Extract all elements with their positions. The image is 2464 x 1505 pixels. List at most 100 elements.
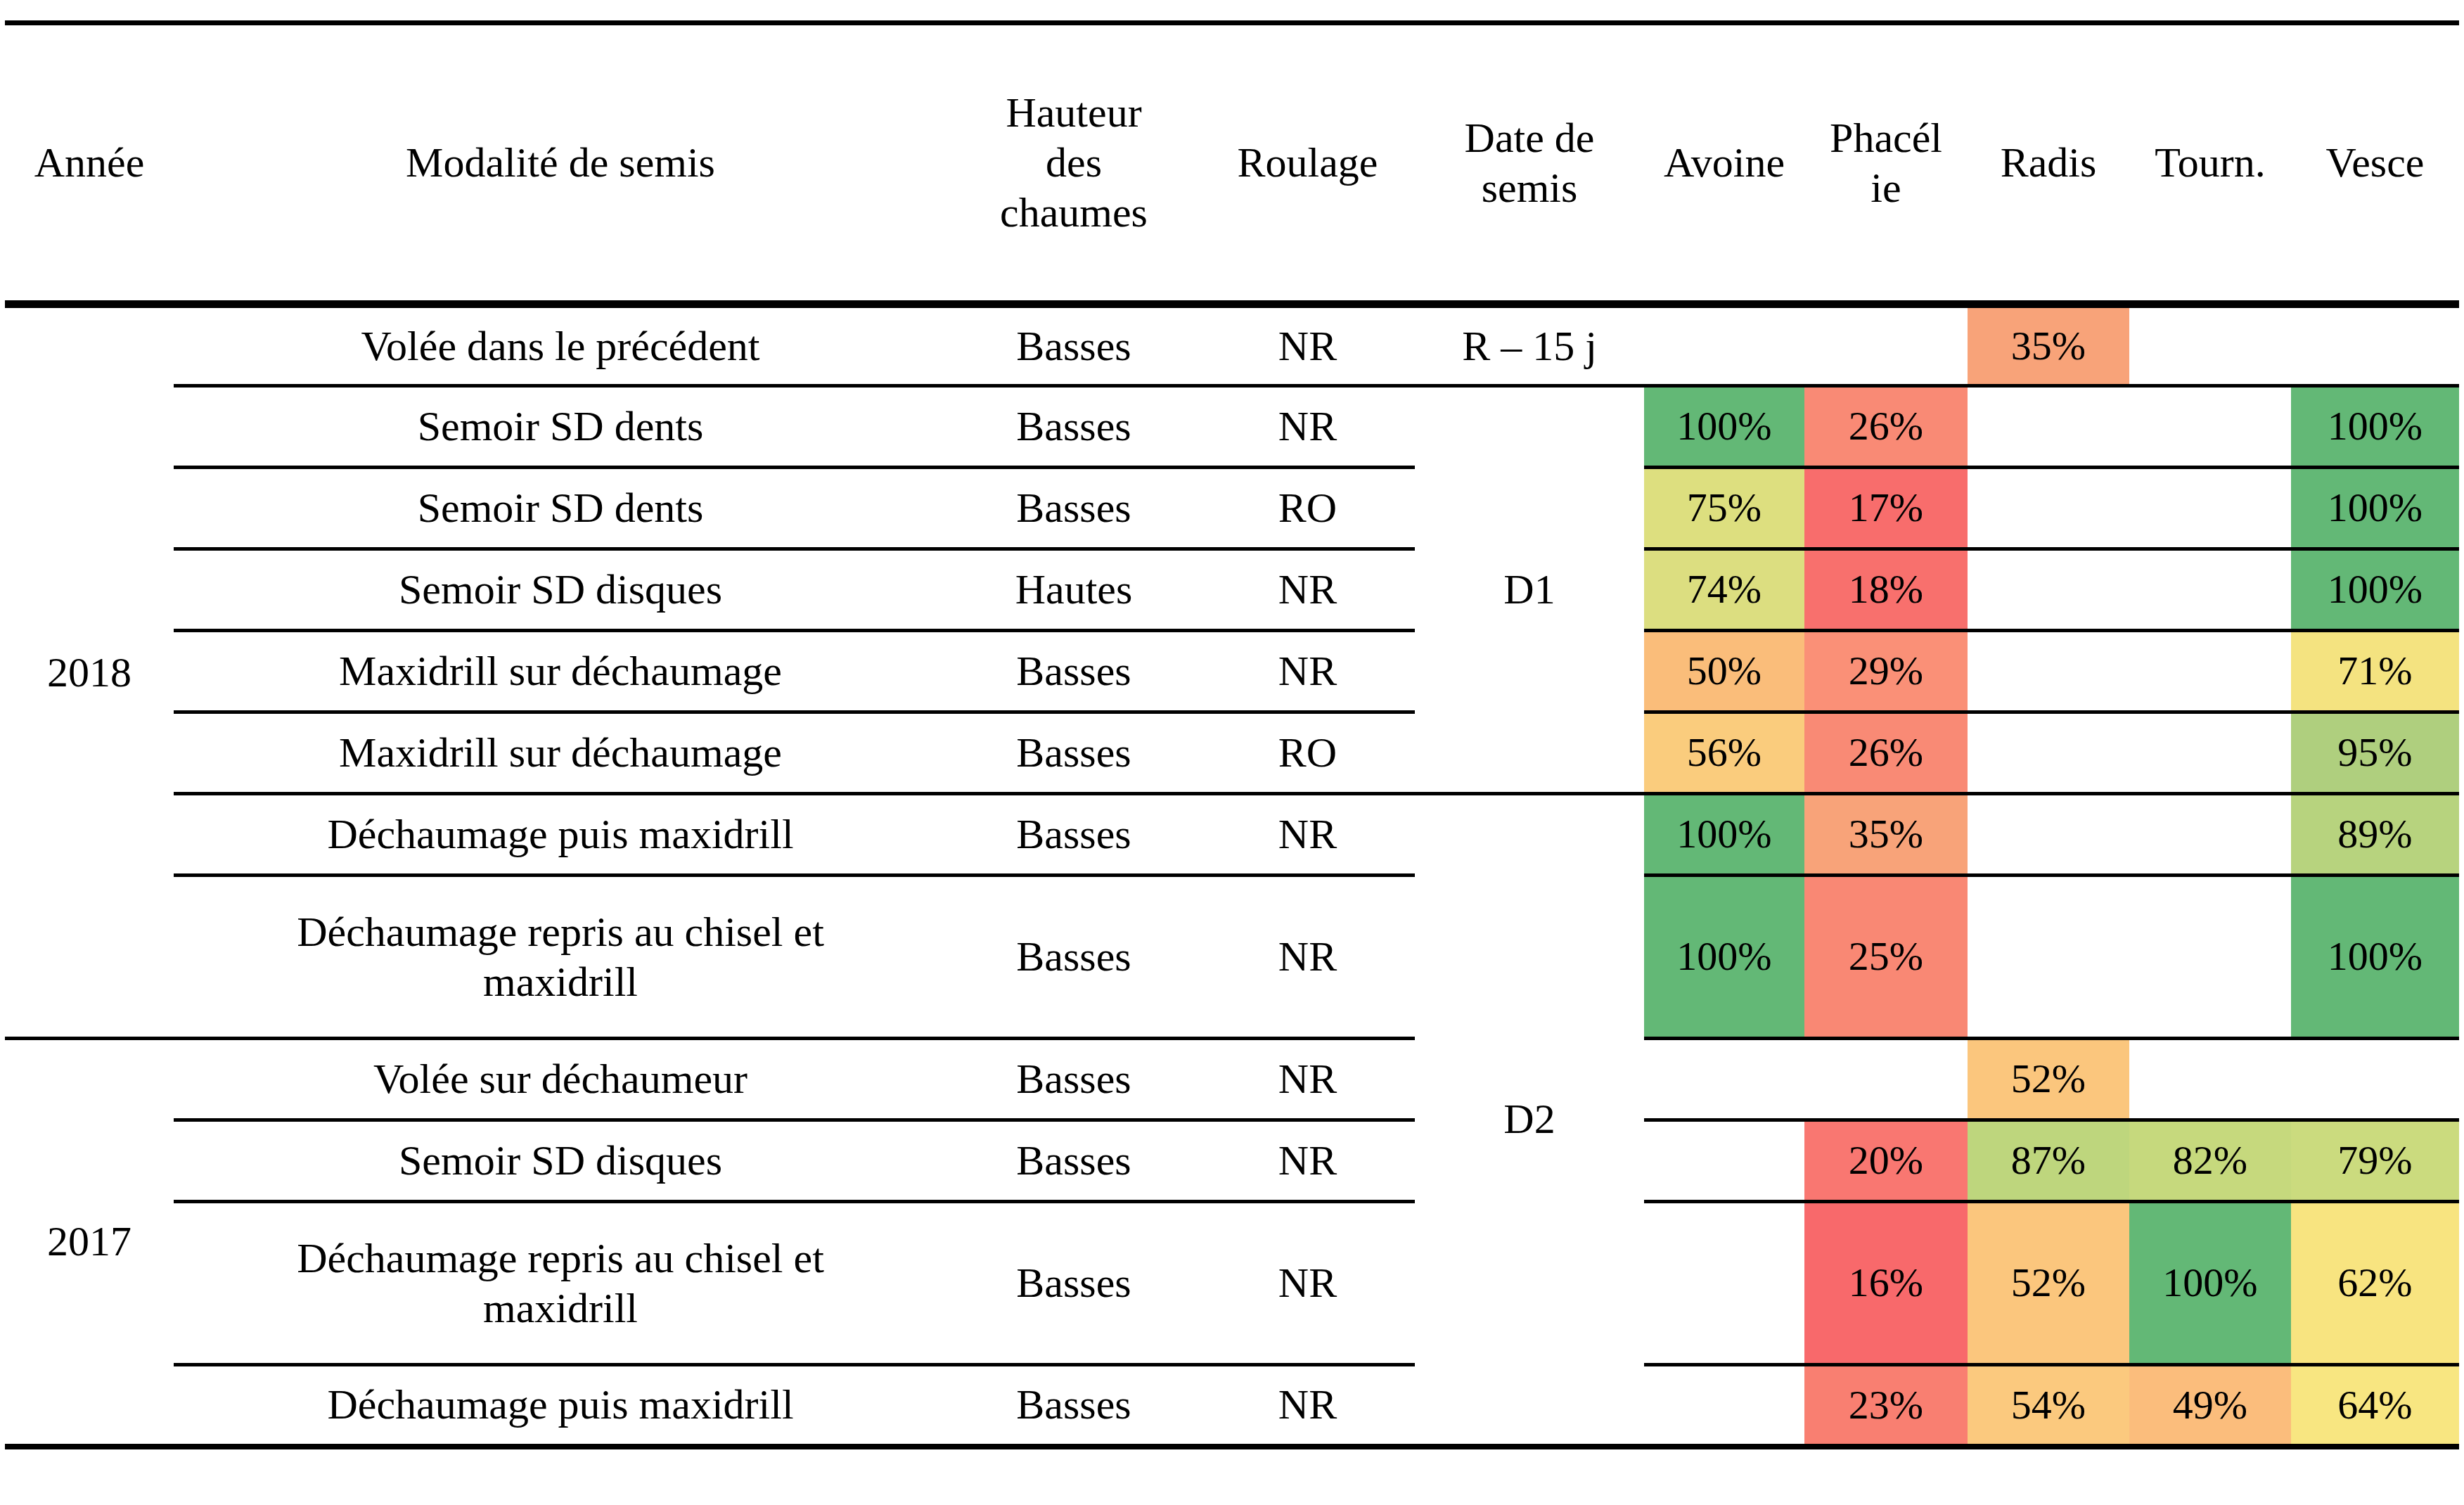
tourn-cell xyxy=(2129,794,2291,876)
roulage-cell: RO xyxy=(1200,468,1415,549)
hauteur-cell: Basses xyxy=(947,876,1200,1039)
table-row: Semoir SD dents Basses NR D1 100% 26% 10… xyxy=(5,386,2459,468)
avoine-cell: 56% xyxy=(1644,712,1804,794)
tourn-cell xyxy=(2129,712,2291,794)
table-row: Déchaumage repris au chisel et maxidrill… xyxy=(5,876,2459,1039)
phacelie-cell: 17% xyxy=(1804,468,1968,549)
col-header-tourn: Tourn. xyxy=(2129,23,2291,305)
table-row: Maxidrill sur déchaumage Basses NR 50% 2… xyxy=(5,631,2459,712)
avoine-cell: 50% xyxy=(1644,631,1804,712)
table-row: 2017 Volée sur déchaumeur Basses NR 52% xyxy=(5,1039,2459,1120)
col-header-date: Date de semis xyxy=(1415,23,1644,305)
vesce-cell: 100% xyxy=(2291,468,2459,549)
vesce-cell: 71% xyxy=(2291,631,2459,712)
date-cell: D2 xyxy=(1415,794,1644,1447)
radis-cell: 52% xyxy=(1968,1202,2129,1365)
results-table: Année Modalité de semis Hauteur des chau… xyxy=(5,20,2459,1449)
radis-cell xyxy=(1968,712,2129,794)
vesce-cell: 62% xyxy=(2291,1202,2459,1365)
table-row: Déchaumage puis maxidrill Basses NR D2 1… xyxy=(5,794,2459,876)
roulage-cell: NR xyxy=(1200,305,1415,386)
date-cell: D1 xyxy=(1415,386,1644,794)
vesce-cell xyxy=(2291,1039,2459,1120)
avoine-cell xyxy=(1644,1039,1804,1120)
phacelie-cell: 20% xyxy=(1804,1120,1968,1202)
radis-cell xyxy=(1968,631,2129,712)
vesce-cell: 89% xyxy=(2291,794,2459,876)
tourn-cell xyxy=(2129,305,2291,386)
col-header-radis: Radis xyxy=(1968,23,2129,305)
table-header: Année Modalité de semis Hauteur des chau… xyxy=(5,23,2459,305)
col-header-annee: Année xyxy=(5,23,174,305)
vesce-cell: 100% xyxy=(2291,549,2459,631)
roulage-cell: NR xyxy=(1200,549,1415,631)
hauteur-cell: Basses xyxy=(947,1039,1200,1120)
tourn-cell xyxy=(2129,1039,2291,1120)
table-row: 2018 Volée dans le précédent Basses NR R… xyxy=(5,305,2459,386)
vesce-cell: 100% xyxy=(2291,876,2459,1039)
radis-cell xyxy=(1968,386,2129,468)
col-header-avoine: Avoine xyxy=(1644,23,1804,305)
phacelie-cell: 35% xyxy=(1804,794,1968,876)
radis-cell xyxy=(1968,549,2129,631)
avoine-cell xyxy=(1644,1365,1804,1447)
radis-cell: 54% xyxy=(1968,1365,2129,1447)
tourn-cell xyxy=(2129,386,2291,468)
date-cell: R – 15 j xyxy=(1415,305,1644,386)
tourn-cell: 49% xyxy=(2129,1365,2291,1447)
radis-cell xyxy=(1968,794,2129,876)
roulage-cell: NR xyxy=(1200,1202,1415,1365)
avoine-cell: 74% xyxy=(1644,549,1804,631)
radis-cell xyxy=(1968,876,2129,1039)
modalite-cell: Semoir SD dents xyxy=(174,386,947,468)
phacelie-cell: 29% xyxy=(1804,631,1968,712)
tourn-cell xyxy=(2129,876,2291,1039)
phacelie-cell: 18% xyxy=(1804,549,1968,631)
modalite-cell: Semoir SD disques xyxy=(174,1120,947,1202)
modalite-cell: Déchaumage repris au chisel et maxidrill xyxy=(174,876,947,1039)
tourn-cell xyxy=(2129,549,2291,631)
avoine-cell: 100% xyxy=(1644,794,1804,876)
tourn-cell: 82% xyxy=(2129,1120,2291,1202)
hauteur-cell: Basses xyxy=(947,1202,1200,1365)
tourn-cell: 100% xyxy=(2129,1202,2291,1365)
avoine-cell: 100% xyxy=(1644,386,1804,468)
avoine-cell xyxy=(1644,1120,1804,1202)
col-header-modalite: Modalité de semis xyxy=(174,23,947,305)
roulage-cell: NR xyxy=(1200,631,1415,712)
phacelie-cell: 26% xyxy=(1804,386,1968,468)
modalite-cell: Semoir SD dents xyxy=(174,468,947,549)
modalite-cell: Volée sur déchaumeur xyxy=(174,1039,947,1120)
hauteur-cell: Basses xyxy=(947,305,1200,386)
vesce-cell: 79% xyxy=(2291,1120,2459,1202)
modalite-cell: Déchaumage puis maxidrill xyxy=(174,1365,947,1447)
vesce-cell: 64% xyxy=(2291,1365,2459,1447)
vesce-cell xyxy=(2291,305,2459,386)
table-row: Déchaumage repris au chisel et maxidrill… xyxy=(5,1202,2459,1365)
roulage-cell: RO xyxy=(1200,712,1415,794)
phacelie-cell: 23% xyxy=(1804,1365,1968,1447)
year-cell: 2018 xyxy=(5,305,174,1039)
phacelie-cell: 16% xyxy=(1804,1202,1968,1365)
phacelie-cell: 25% xyxy=(1804,876,1968,1039)
avoine-cell: 100% xyxy=(1644,876,1804,1039)
hauteur-cell: Basses xyxy=(947,712,1200,794)
year-cell: 2017 xyxy=(5,1039,174,1447)
modalite-cell: Maxidrill sur déchaumage xyxy=(174,712,947,794)
avoine-cell: 75% xyxy=(1644,468,1804,549)
hauteur-cell: Basses xyxy=(947,1365,1200,1447)
tourn-cell xyxy=(2129,468,2291,549)
modalite-cell: Maxidrill sur déchaumage xyxy=(174,631,947,712)
roulage-cell: NR xyxy=(1200,1120,1415,1202)
modalite-cell: Déchaumage repris au chisel et maxidrill xyxy=(174,1202,947,1365)
table-row: Semoir SD dents Basses RO 75% 17% 100% xyxy=(5,468,2459,549)
hauteur-cell: Basses xyxy=(947,794,1200,876)
table-row: Semoir SD disques Basses NR 20% 87% 82% … xyxy=(5,1120,2459,1202)
hauteur-cell: Basses xyxy=(947,1120,1200,1202)
vesce-cell: 95% xyxy=(2291,712,2459,794)
col-header-hauteur: Hauteur des chaumes xyxy=(947,23,1200,305)
header-row: Année Modalité de semis Hauteur des chau… xyxy=(5,23,2459,305)
modalite-cell: Déchaumage puis maxidrill xyxy=(174,794,947,876)
hauteur-cell: Basses xyxy=(947,468,1200,549)
table-row: Déchaumage puis maxidrill Basses NR 23% … xyxy=(5,1365,2459,1447)
